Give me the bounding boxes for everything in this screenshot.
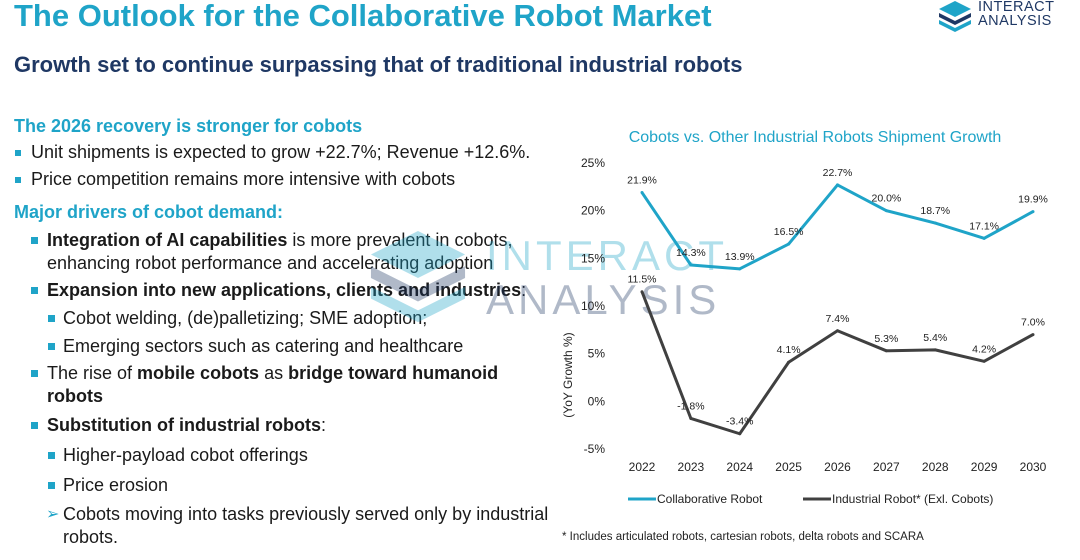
cobot-data-label: 22.7% — [823, 167, 853, 179]
driver-substitution: Substitution of industrial robots: — [14, 414, 554, 437]
cobot-data-point — [836, 183, 839, 187]
driver-expansion-text: : — [521, 280, 527, 300]
substitution-arrow-bullet: ➢ Cobots moving into tasks previously ser… — [14, 503, 554, 549]
cobot-data-point — [787, 242, 791, 246]
x-tick-label: 2024 — [726, 460, 753, 474]
industrial-data-point — [689, 416, 693, 420]
growth-line-chart: Cobots vs. Other Industrial Robots Shipm… — [561, 129, 1048, 506]
industrial-data-point — [787, 360, 791, 364]
legend-label-industrial: Industrial Robot* (Exl. Cobots) — [832, 492, 993, 506]
page-title: The Outlook for the Collaborative Robot … — [14, 0, 712, 33]
industrial-data-point — [1031, 333, 1035, 337]
industrial-data-point — [884, 349, 888, 353]
driver-ai-bold: Integration of AI capabilities — [47, 230, 288, 250]
x-tick-label: 2026 — [824, 460, 851, 474]
cobot-data-label: 19.9% — [1018, 194, 1048, 206]
driver-mobile-bold2: bridge toward humanoid robots — [47, 363, 499, 406]
substitution-sub-bullet: Higher-payload cobot offerings — [14, 444, 554, 467]
y-tick-label: 20% — [581, 204, 605, 218]
cobot-data-point — [689, 263, 693, 267]
y-tick-label: 10% — [581, 299, 605, 313]
driver-ai-text: is more prevalent in cobots, enhancing r… — [47, 230, 513, 273]
cobot-data-label: 21.9% — [627, 175, 657, 187]
y-tick-label: 25% — [581, 156, 605, 170]
driver-substitution-bold: Substitution of industrial robots — [47, 415, 321, 435]
y-tick-label: -5% — [584, 442, 606, 456]
industrial-data-label: 5.3% — [874, 333, 898, 345]
y-tick-label: 0% — [588, 394, 606, 408]
x-tick-label: 2028 — [922, 460, 949, 474]
industrial-data-point — [982, 359, 986, 363]
logo-line1: INTERACT — [978, 0, 1055, 15]
cobot-data-label: 14.3% — [676, 247, 706, 259]
drivers-heading: Major drivers of cobot demand: — [14, 202, 284, 222]
expansion-sub-bullet: Cobot welding, (de)palletizing; SME adop… — [14, 307, 554, 330]
industrial-data-label: 4.1% — [777, 344, 801, 356]
text-panel: The 2026 recovery is stronger for cobots… — [14, 116, 554, 549]
driver-mobile-mid: as — [259, 363, 289, 383]
cobot-data-point — [738, 267, 742, 271]
logo-mark-icon — [939, 1, 971, 32]
driver-mobile-pre: The rise of — [47, 363, 138, 383]
substitution-sub-bullet: Price erosion — [14, 474, 554, 497]
industrial-data-label: 4.2% — [972, 343, 996, 355]
driver-expansion: Expansion into new applications, clients… — [14, 279, 554, 302]
industrial-data-point — [640, 290, 644, 294]
chart-title: Cobots vs. Other Industrial Robots Shipm… — [629, 129, 1002, 146]
industrial-data-point — [738, 432, 742, 436]
legend-label-cobot: Collaborative Robot — [657, 492, 763, 506]
x-tick-label: 2029 — [971, 460, 998, 474]
cobot-data-label: 16.5% — [774, 226, 804, 238]
industrial-data-label: -3.4% — [726, 416, 753, 428]
interact-analysis-logo: INTERACT ANALYSIS — [938, 0, 1068, 36]
driver-substitution-text: : — [320, 415, 326, 435]
driver-ai: Integration of AI capabilities is more p… — [14, 229, 554, 275]
industrial-data-label: -1.8% — [677, 400, 704, 412]
recovery-heading: The 2026 recovery is stronger for cobots — [14, 116, 363, 136]
recovery-bullet: Price competition remains more intensive… — [14, 166, 554, 193]
y-axis-label: (YoY Growth %) — [561, 332, 575, 417]
x-tick-label: 2027 — [873, 460, 900, 474]
substitution-arrow-text: Cobots moving into tasks previously serv… — [63, 504, 549, 547]
cobot-data-label: 17.1% — [969, 220, 999, 232]
recovery-bullet: Unit shipments is expected to grow +22.7… — [14, 139, 554, 166]
page-subtitle: Growth set to continue surpassing that o… — [14, 52, 743, 77]
footnote: * Includes articulated robots, cartesian… — [562, 531, 924, 543]
x-tick-label: 2022 — [629, 460, 656, 474]
industrial-data-point — [836, 329, 839, 333]
cobot-data-label: 13.9% — [725, 251, 755, 263]
industrial-data-point — [933, 348, 937, 352]
cobot-data-point — [884, 209, 888, 213]
industrial-data-label: 11.5% — [628, 274, 657, 286]
driver-mobile: The rise of mobile cobots as bridge towa… — [14, 362, 554, 408]
cobot-data-point — [640, 191, 644, 195]
industrial-data-label: 7.0% — [1021, 317, 1045, 329]
cobot-data-point — [982, 236, 986, 240]
logo-line2: ANALYSIS — [978, 13, 1052, 29]
y-tick-label: 5% — [588, 347, 606, 361]
x-tick-label: 2025 — [775, 460, 802, 474]
industrial-data-label: 5.4% — [923, 332, 947, 344]
driver-expansion-bold: Expansion into new applications, clients… — [47, 280, 522, 300]
cobot-data-label: 20.0% — [871, 193, 901, 205]
cobot-data-point — [933, 221, 937, 225]
x-tick-label: 2023 — [678, 460, 705, 474]
cobot-data-label: 18.7% — [920, 205, 950, 217]
driver-mobile-bold1: mobile cobots — [137, 363, 260, 383]
y-tick-label: 15% — [581, 251, 605, 265]
cobot-data-point — [1031, 210, 1035, 214]
arrow-right-icon: ➢ — [46, 506, 60, 523]
expansion-sub-bullet: Emerging sectors such as catering and he… — [14, 335, 554, 358]
x-tick-label: 2030 — [1020, 460, 1047, 474]
industrial-data-label: 7.4% — [826, 313, 850, 325]
